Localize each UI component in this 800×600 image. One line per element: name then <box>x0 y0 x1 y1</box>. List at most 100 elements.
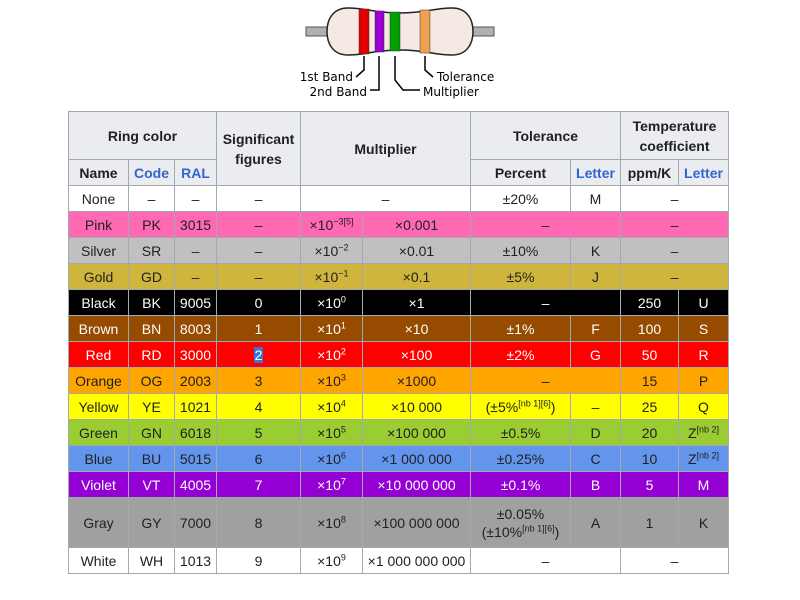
multiplier-exponent: 1 <box>340 319 346 330</box>
cell-tolerance-letter: B <box>570 471 621 498</box>
cell-ppm-k: 25 <box>620 393 679 420</box>
table-row: Red RD 3000 2 ×102 ×100 ±2% G 50 R <box>68 341 729 368</box>
cell-significant-figure: 9 <box>216 547 301 574</box>
significant-figure-value: 6 <box>254 450 263 467</box>
cell-tolerance-letter: F <box>570 315 621 342</box>
table-row: None – – – – ±20% M – <box>68 185 729 212</box>
temp-letter: S <box>698 320 709 337</box>
cell-tolerance-letter: K <box>570 237 621 264</box>
reference-link[interactable]: [nb 1][6] <box>518 397 551 408</box>
multiplier-base: – <box>381 190 390 207</box>
cell-multiplier-exponent: ×102 <box>300 341 363 368</box>
multiplier-exponent: 4 <box>340 397 346 408</box>
significant-figure-value: 7 <box>254 476 263 493</box>
tolerance-percent: – <box>541 372 550 389</box>
cell-ppm-k: – <box>620 211 729 238</box>
cell-code: WH <box>128 547 175 574</box>
cell-code: BK <box>128 289 175 316</box>
significant-figure-value: 3 <box>254 372 263 389</box>
reference-link[interactable]: [nb 2] <box>696 449 720 460</box>
cell-ppm-k: 15 <box>620 367 679 394</box>
cell-name: Silver <box>68 237 129 264</box>
cell-multiplier-value: ×100 000 <box>362 419 471 446</box>
cell-ral: 8003 <box>174 315 217 342</box>
cell-temp-letter: Z[nb 2] <box>678 445 729 472</box>
cell-code: GN <box>128 419 175 446</box>
significant-figure-value: 0 <box>254 294 263 311</box>
cell-code: GD <box>128 263 175 290</box>
cell-multiplier-value: ×1000 <box>362 367 471 394</box>
header-ral-link[interactable]: RAL <box>174 159 217 186</box>
tolerance-percent: ±0.25% <box>496 450 545 467</box>
cell-tolerance-percent: ±5% <box>470 263 571 290</box>
header-percent: Percent <box>470 159 571 186</box>
cell-name: Green <box>68 419 129 446</box>
cell-tolerance-percent: ±20% <box>470 185 571 212</box>
significant-figure-value: – <box>254 216 263 233</box>
multiplier-base: ×10 <box>317 552 341 569</box>
table-row: Brown BN 8003 1 ×101 ×10 ±1% F 100 S <box>68 315 729 342</box>
label-tolerance: Tolerance <box>436 70 494 84</box>
cell-ppm-k: – <box>620 547 729 574</box>
cell-code: VT <box>128 471 175 498</box>
cell-tolerance-letter: G <box>570 341 621 368</box>
reference-link[interactable]: [5] <box>343 215 354 226</box>
header-ppm-k: ppm/K <box>620 159 679 186</box>
label-multiplier: Multiplier <box>423 85 479 99</box>
cell-tolerance-percent: – <box>470 289 621 316</box>
header-ring-color: Ring color <box>68 111 217 160</box>
table-row: Green GN 6018 5 ×105 ×100 000 ±0.5% D 20 Z[nb 2] <box>68 419 729 446</box>
multiplier-exponent: 6 <box>340 449 346 460</box>
header-tolerance-letter-link[interactable]: Letter <box>570 159 621 186</box>
cell-ppm-k: 50 <box>620 341 679 368</box>
header-significant-figures: Significant figures <box>216 111 301 186</box>
cell-tolerance-letter: – <box>570 393 621 420</box>
temp-letter: Z <box>687 450 697 467</box>
multiplier-exponent: 3 <box>340 371 346 382</box>
table-row: Violet VT 4005 7 ×107 ×10 000 000 ±0.1% B 5 M <box>68 471 729 498</box>
cell-temp-letter: U <box>678 289 729 316</box>
tolerance-percent: (±5% <box>485 398 519 415</box>
reference-link[interactable]: [nb 2] <box>696 423 720 434</box>
cell-tolerance-letter: J <box>570 263 621 290</box>
header-temp-letter-link[interactable]: Letter <box>678 159 729 186</box>
resistor-band-4 <box>419 9 431 54</box>
cell-multiplier-value: ×0.001 <box>362 211 471 238</box>
header-code-link[interactable]: Code <box>128 159 175 186</box>
cell-temp-letter: Q <box>678 393 729 420</box>
significant-figure-value: – <box>254 190 263 207</box>
table-row: Orange OG 2003 3 ×103 ×1000–15 P <box>68 367 729 394</box>
cell-name: Blue <box>68 445 129 472</box>
multiplier-base: ×10 <box>317 514 341 531</box>
color-rows: None – – – – ±20% M – Pink PK 3015– ×10−3[5] ×0.001–… <box>68 185 729 574</box>
table-row: White WH 1013 9 ×109 ×1 000 000 000– – <box>68 547 729 574</box>
cell-multiplier-exponent: ×101 <box>300 315 363 342</box>
cell-tolerance-percent: ±2% <box>470 341 571 368</box>
cell-multiplier-value: ×1 000 000 000 <box>362 547 471 574</box>
header-tolerance: Tolerance <box>470 111 621 160</box>
cell-ral: 6018 <box>174 419 217 446</box>
cell-code: PK <box>128 211 175 238</box>
cell-significant-figure: 5 <box>216 419 301 446</box>
tolerance-percent: ±0.05% <box>496 505 545 522</box>
cell-name: Black <box>68 289 129 316</box>
cell-name: White <box>68 547 129 574</box>
tolerance-percent: ±10% <box>502 242 539 259</box>
tolerance-percent-close: ) <box>554 523 560 540</box>
multiplier-exponent: −1 <box>338 267 349 278</box>
cell-multiplier-exponent: ×105 <box>300 419 363 446</box>
tolerance-percent: ±5% <box>506 268 535 285</box>
cell-multiplier-value: ×10 000 <box>362 393 471 420</box>
cell-multiplier-value: ×0.01 <box>362 237 471 264</box>
tolerance-percent-alt: (±10% <box>481 523 523 540</box>
header-name: Name <box>68 159 129 186</box>
cell-significant-figure: 0 <box>216 289 301 316</box>
reference-link[interactable]: [nb 1][6] <box>522 522 555 533</box>
cell-tolerance-percent: ±0.5% <box>470 419 571 446</box>
cell-tolerance-percent: – <box>470 367 621 394</box>
multiplier-exponent: 7 <box>340 475 346 486</box>
cell-multiplier-exponent: ×104 <box>300 393 363 420</box>
cell-tolerance-percent: ±10% <box>470 237 571 264</box>
temp-letter: K <box>698 514 709 531</box>
cell-temp-letter: S <box>678 315 729 342</box>
